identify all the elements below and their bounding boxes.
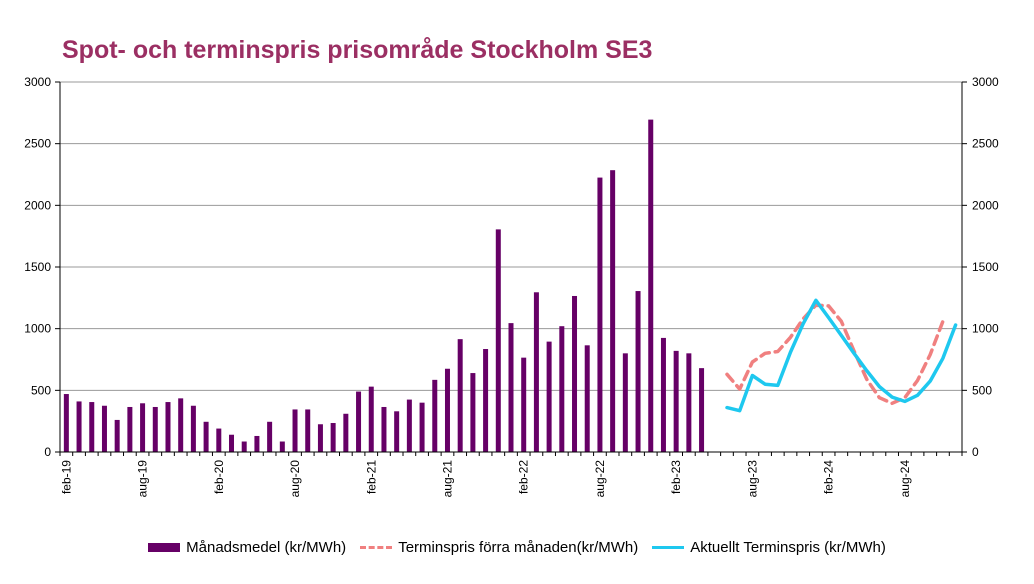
- chart-title: Spot- och terminspris prisområde Stockho…: [62, 36, 653, 64]
- y-tick-label: 0: [44, 445, 51, 459]
- bar: [152, 406, 158, 452]
- bar: [368, 386, 374, 452]
- x-tick-label: feb-21: [364, 460, 378, 494]
- x-tick-label: feb-23: [669, 460, 683, 494]
- y-tick-label-right: 500: [972, 383, 992, 397]
- bar: [127, 406, 133, 452]
- bar: [648, 119, 654, 452]
- x-tick-label: feb-22: [517, 460, 531, 494]
- bar: [305, 409, 311, 452]
- bar: [622, 353, 628, 452]
- y-tick-label: 1000: [24, 322, 51, 336]
- bar: [140, 403, 146, 452]
- bar: [533, 292, 539, 452]
- bar: [635, 291, 641, 452]
- bar: [419, 402, 425, 452]
- legend-item-forward-current: Aktuellt Terminspris (kr/MWh): [652, 539, 886, 556]
- bar: [610, 170, 616, 452]
- legend-swatch-solid-line: [652, 545, 685, 549]
- axes: 0 0 500 500 1000 1000 1500 1500 2000 2000 2500 2500…: [24, 75, 999, 497]
- y-tick-label-right: 1500: [972, 260, 999, 274]
- bar: [279, 441, 285, 452]
- legend-item-forward-prev: Terminspris förra månaden(kr/MWh): [360, 539, 638, 556]
- bar: [267, 421, 273, 452]
- y-tick-label-right: 2500: [972, 137, 999, 151]
- bar: [546, 341, 552, 452]
- legend-swatch-bar: [148, 542, 181, 552]
- bar: [660, 337, 666, 452]
- bar: [89, 402, 95, 452]
- bar: [406, 399, 412, 452]
- bar: [673, 350, 679, 452]
- bar: [508, 323, 514, 452]
- bar: [495, 229, 501, 452]
- y-tick-label: 3000: [24, 75, 51, 89]
- bar: [203, 421, 209, 452]
- legend: Månadsmedel (kr/MWh) Terminspris förra m…: [0, 532, 1034, 562]
- bar: [457, 339, 463, 452]
- bar: [432, 379, 438, 452]
- x-tick-label: aug-19: [136, 460, 150, 498]
- bar: [330, 423, 336, 452]
- legend-label: Aktuellt Terminspris (kr/MWh): [690, 538, 886, 556]
- bar: [356, 391, 362, 452]
- bar: [483, 349, 489, 452]
- y-tick-label: 500: [31, 383, 51, 397]
- x-tick-label: aug-20: [288, 460, 302, 498]
- bar: [394, 411, 400, 452]
- x-tick-label: aug-23: [745, 460, 759, 498]
- bar: [216, 428, 222, 452]
- bar: [559, 326, 565, 452]
- bar: [317, 424, 323, 452]
- y-tick-label: 1500: [24, 260, 51, 274]
- legend-item-monthly-average: Månadsmedel (kr/MWh): [148, 539, 346, 556]
- x-tick-label: aug-21: [440, 460, 454, 498]
- x-tick-label: aug-22: [593, 460, 607, 498]
- bar: [444, 368, 450, 452]
- bar: [521, 357, 527, 452]
- x-tick-label: feb-24: [822, 460, 836, 494]
- bar: [229, 434, 235, 452]
- bar: [584, 345, 590, 452]
- bar: [241, 441, 247, 452]
- bar: [76, 401, 82, 452]
- x-tick-label: aug-24: [898, 460, 912, 498]
- bar: [572, 295, 578, 452]
- y-tick-label-right: 0: [972, 445, 979, 459]
- bar: [178, 398, 184, 452]
- legend-swatch-dashed-line: [360, 545, 393, 549]
- bar: [381, 406, 387, 452]
- line-series: [725, 298, 958, 413]
- bar: [101, 405, 107, 452]
- bar: [597, 177, 603, 453]
- bar: [63, 394, 69, 452]
- forward-price-current-line: [725, 298, 958, 413]
- y-tick-label-right: 3000: [972, 75, 999, 89]
- legend-label: Terminspris förra månaden(kr/MWh): [398, 538, 639, 556]
- y-tick-label: 2500: [24, 137, 51, 151]
- bar: [190, 405, 196, 452]
- bar: [686, 353, 692, 452]
- x-tick-label: feb-19: [59, 460, 73, 494]
- bar: [470, 373, 476, 452]
- legend-label: Månadsmedel (kr/MWh): [186, 538, 347, 556]
- x-tick-label: feb-20: [212, 460, 226, 494]
- bar: [165, 402, 171, 452]
- bar: [292, 409, 298, 452]
- bar: [254, 435, 260, 452]
- y-tick-label-right: 1000: [972, 322, 999, 336]
- y-tick-label-right: 2000: [972, 198, 999, 212]
- y-tick-label: 2000: [24, 198, 51, 212]
- forward-price-previous-month-line: [725, 303, 945, 406]
- bars-series: [63, 119, 705, 453]
- bar: [343, 413, 349, 452]
- bar: [114, 419, 120, 452]
- bar: [699, 368, 705, 452]
